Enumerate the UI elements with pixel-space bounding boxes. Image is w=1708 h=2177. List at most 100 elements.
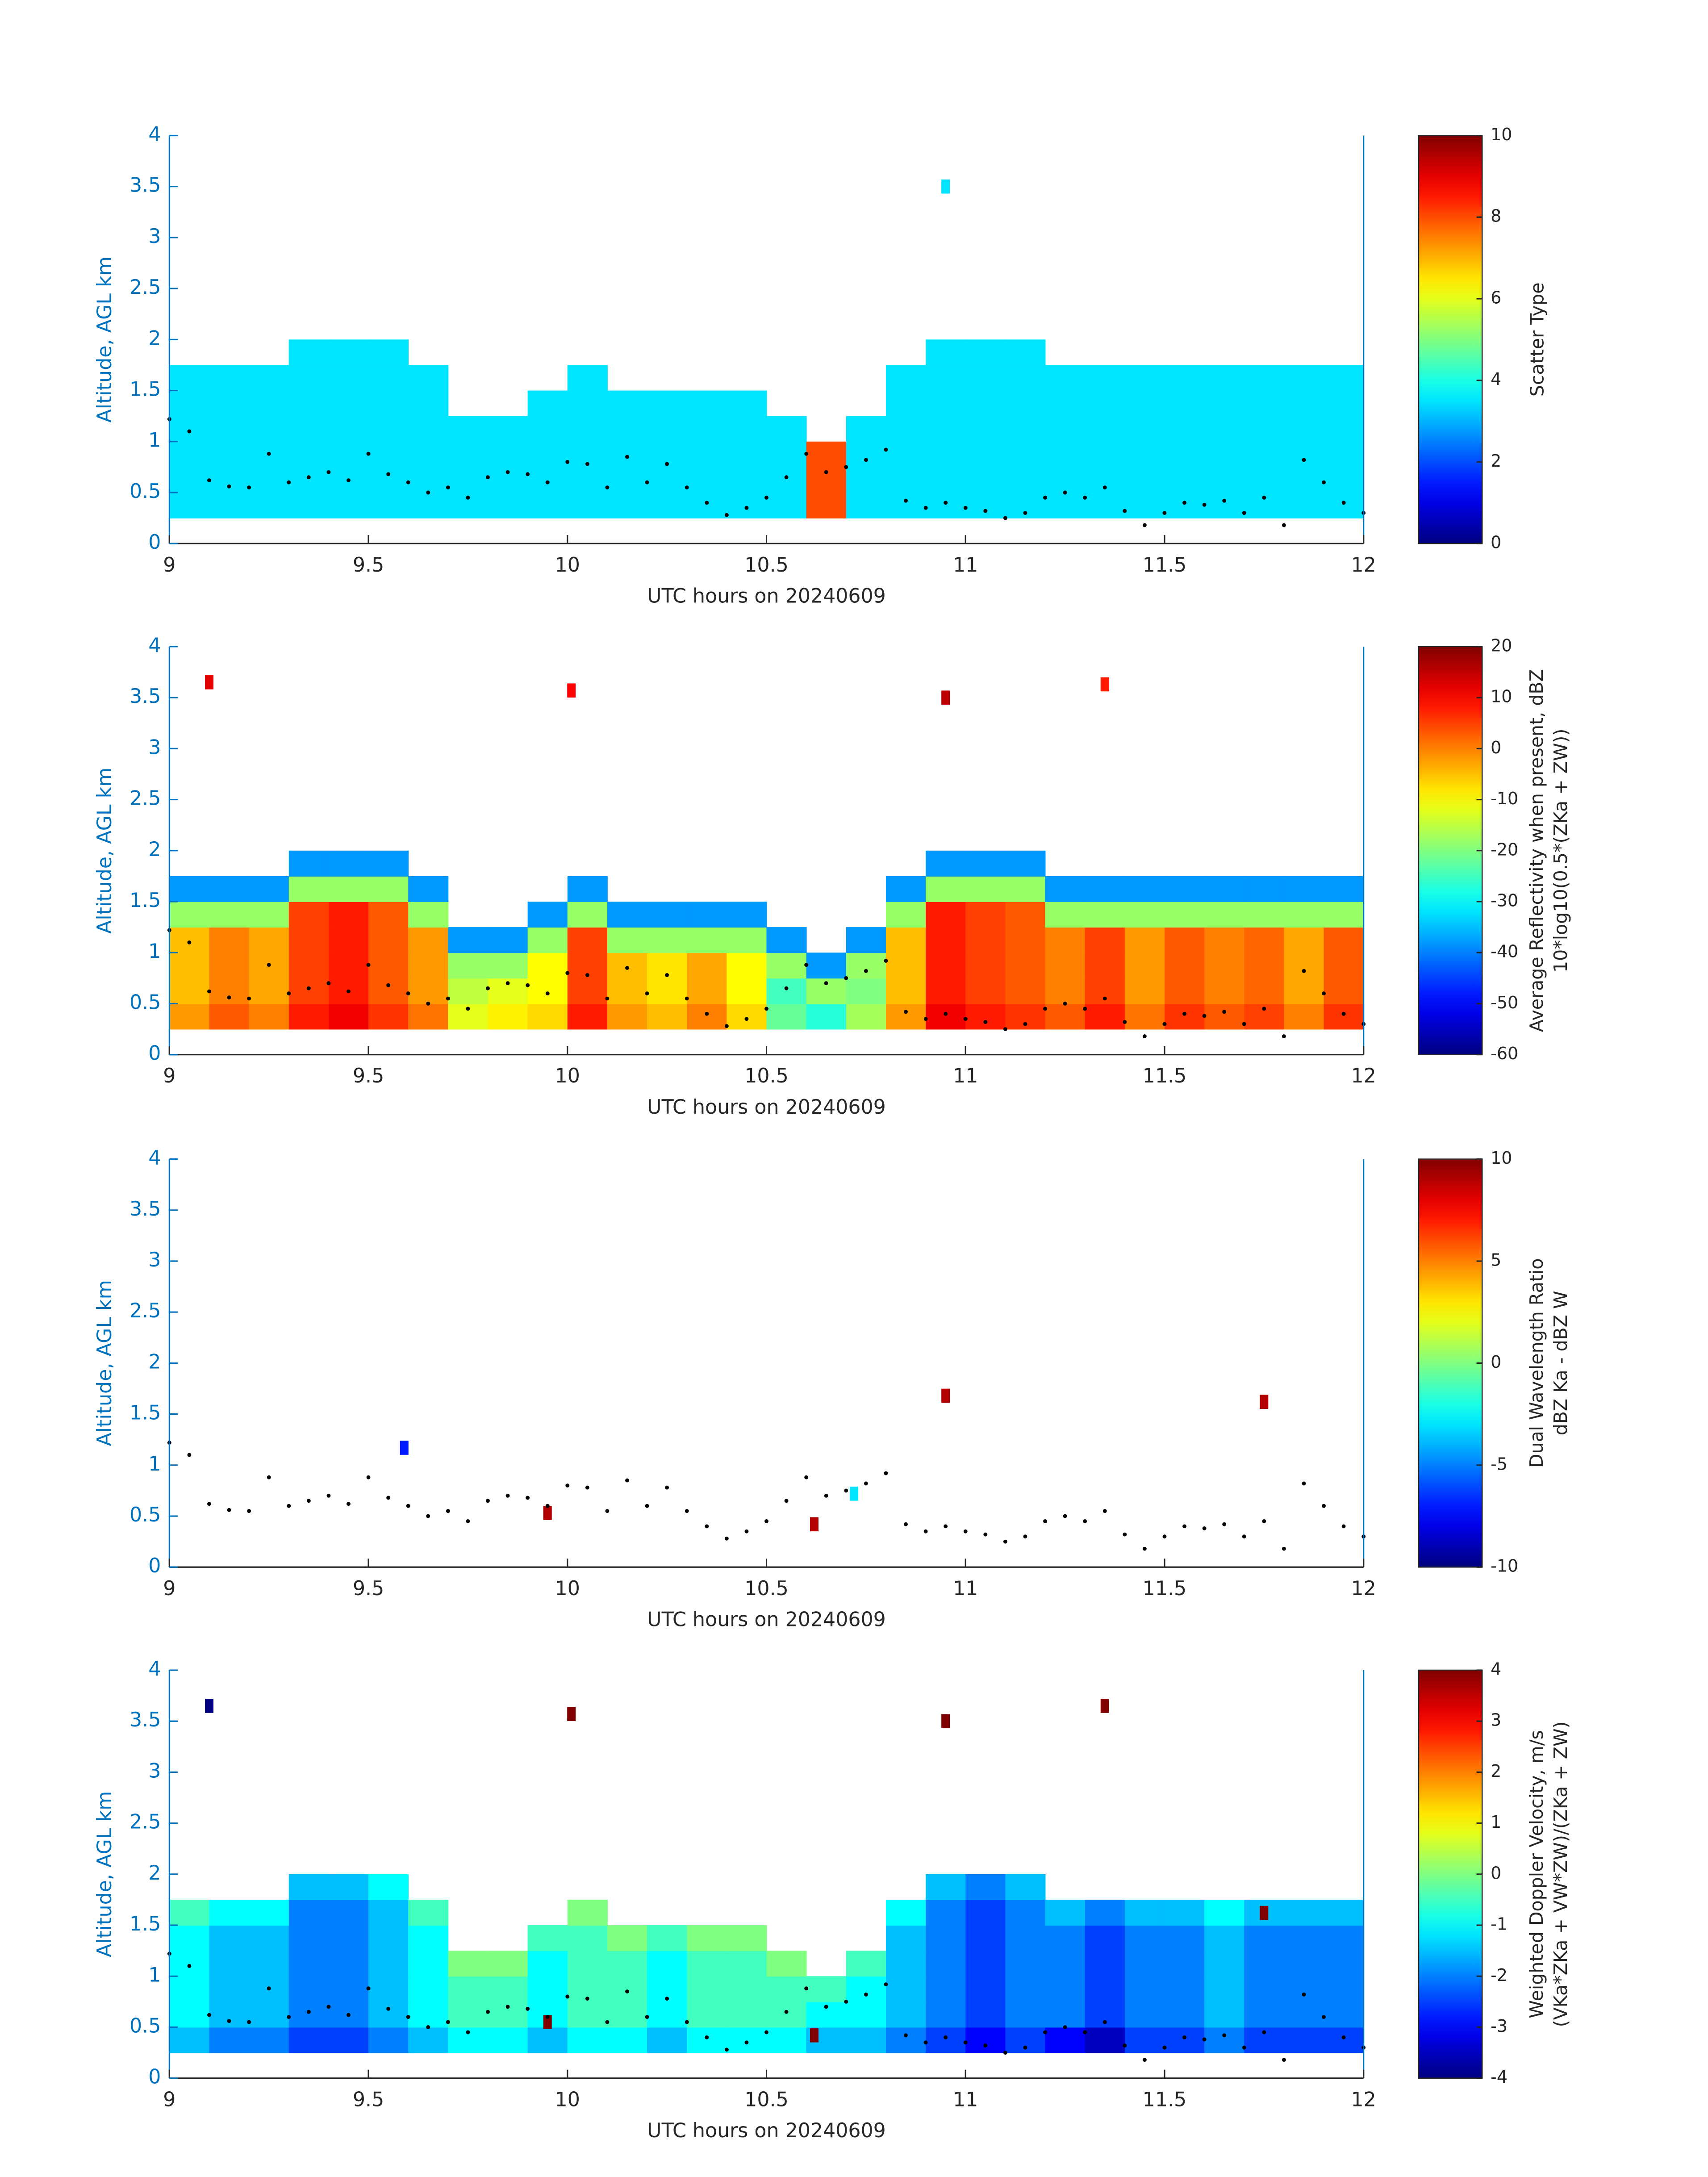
heat-cell bbox=[766, 953, 807, 979]
x-tick-label: 11.5 bbox=[1143, 2088, 1187, 2111]
x-tick-label: 11 bbox=[953, 554, 978, 577]
cloud-base-dot bbox=[804, 963, 809, 967]
cloud-base-dot bbox=[1182, 1524, 1186, 1529]
heat-cell bbox=[766, 1976, 807, 2002]
heat-cell bbox=[1324, 953, 1364, 979]
heat-cell bbox=[408, 416, 449, 442]
heat-cell bbox=[727, 1951, 767, 1977]
colorbar-tick-label: -3 bbox=[1491, 2016, 1508, 2036]
y-tick-label: 4 bbox=[148, 1147, 161, 1170]
colorbar-label: dBZ Ka - dBZ W bbox=[1550, 1291, 1571, 1435]
heat-cell bbox=[647, 1003, 688, 1030]
cloud-base-dot bbox=[904, 498, 908, 503]
x-tick-label: 10.5 bbox=[744, 1065, 789, 1087]
heat-cell bbox=[288, 416, 329, 442]
heat-cell bbox=[965, 390, 1006, 417]
cloud-base-dot bbox=[1102, 485, 1107, 489]
heat-cell bbox=[846, 492, 886, 519]
heat-cell bbox=[607, 390, 648, 417]
cloud-base-dot bbox=[505, 981, 510, 986]
heat-cell bbox=[1164, 1925, 1205, 1951]
cloud-base-dot bbox=[844, 465, 848, 469]
cloud-base-dot bbox=[944, 1524, 948, 1529]
x-axis-label: UTC hours on 20240609 bbox=[647, 1608, 886, 1631]
y-tick-label: 3.5 bbox=[129, 1198, 161, 1220]
cloud-base-dot bbox=[1142, 1034, 1147, 1038]
cloud-base-dot bbox=[884, 1982, 888, 1986]
heat-cell bbox=[607, 467, 648, 493]
cloud-base-dot bbox=[1102, 1509, 1107, 1513]
heat-cell bbox=[1324, 390, 1364, 417]
cloud-base-dot bbox=[1003, 1539, 1007, 1544]
heat-cell bbox=[1124, 927, 1165, 953]
cloud-base-dot bbox=[187, 1453, 192, 1457]
heat-cell bbox=[368, 901, 409, 928]
x-tick-label: 11.5 bbox=[1143, 1577, 1187, 1600]
x-tick-label: 10.5 bbox=[744, 1577, 789, 1600]
heat-cell bbox=[1124, 2002, 1165, 2028]
heat-cell bbox=[408, 2002, 449, 2028]
heat-cell bbox=[328, 1899, 369, 1926]
colorbar-tick-label: -4 bbox=[1491, 2067, 1508, 2087]
cloud-base-dot bbox=[545, 2015, 550, 2019]
heat-cell bbox=[1124, 1003, 1165, 1030]
cloud-base-dot bbox=[545, 991, 550, 996]
heat-cell bbox=[527, 978, 568, 1004]
cloud-base-dot bbox=[724, 1024, 729, 1028]
cloud-base-dot bbox=[267, 1475, 271, 1479]
heat-cell bbox=[368, 876, 409, 902]
heat-cell bbox=[1005, 339, 1046, 366]
heat-cell bbox=[567, 2002, 608, 2028]
cloud-base-dot bbox=[1242, 2045, 1246, 2050]
cloud-base-dot bbox=[923, 2040, 928, 2045]
colorbar-tick-label: 0 bbox=[1491, 738, 1501, 757]
colorbar-tick-label: 5 bbox=[1491, 1250, 1501, 1270]
heat-cell bbox=[488, 953, 528, 979]
cloud-base-dot bbox=[605, 485, 610, 489]
cloud-base-dot bbox=[884, 959, 888, 963]
x-tick-label: 11 bbox=[953, 2088, 978, 2111]
x-tick-label: 11 bbox=[953, 1065, 978, 1087]
heat-cell bbox=[1164, 2002, 1205, 2028]
heat-cell bbox=[488, 927, 528, 953]
heat-cell bbox=[527, 2027, 568, 2053]
heat-cell bbox=[1204, 492, 1245, 519]
colorbar-tick-label: -30 bbox=[1491, 890, 1518, 910]
heat-cell bbox=[1045, 901, 1086, 928]
heat-cell bbox=[1005, 416, 1046, 442]
y-tick-label: 2.5 bbox=[129, 276, 161, 299]
heat-cell bbox=[727, 901, 767, 928]
colorbar bbox=[1418, 135, 1483, 544]
heat-cell bbox=[687, 953, 727, 979]
heat-cell bbox=[408, 927, 449, 953]
heat-cell bbox=[846, 441, 886, 468]
heat-cell bbox=[368, 1874, 409, 1900]
heat-cell bbox=[766, 416, 807, 442]
colorbar-tick-label: 0 bbox=[1491, 1352, 1501, 1372]
heat-cell bbox=[607, 2002, 648, 2028]
heat-cell bbox=[965, 901, 1006, 928]
heat-cell bbox=[527, 1925, 568, 1951]
cloud-base-dot bbox=[605, 1509, 610, 1513]
y-tick-label: 0 bbox=[148, 2066, 161, 2089]
cloud-base-dot bbox=[446, 996, 450, 1001]
heat-cell bbox=[1164, 1951, 1205, 1977]
heat-cell bbox=[727, 1925, 767, 1951]
heat-cell bbox=[1324, 978, 1364, 1004]
cloud-base-dot bbox=[645, 480, 649, 485]
y-tick-label: 0 bbox=[148, 531, 161, 554]
colorbar-tick-label: 2 bbox=[1491, 1761, 1501, 1781]
cloud-base-dot bbox=[1162, 1022, 1167, 1026]
heat-cell bbox=[1164, 467, 1205, 493]
heat-cell bbox=[965, 978, 1006, 1004]
heat-cell bbox=[209, 1003, 250, 1030]
heat-cell bbox=[1005, 441, 1046, 468]
heat-cell bbox=[965, 1899, 1006, 1926]
cloud-base-dot bbox=[784, 475, 789, 480]
heat-cell bbox=[1260, 1905, 1269, 1920]
heat-cell bbox=[488, 2027, 528, 2053]
cloud-base-dot bbox=[784, 1499, 789, 1503]
heat-cell bbox=[846, 416, 886, 442]
heat-cell bbox=[1204, 467, 1245, 493]
heat-cell bbox=[965, 876, 1006, 902]
